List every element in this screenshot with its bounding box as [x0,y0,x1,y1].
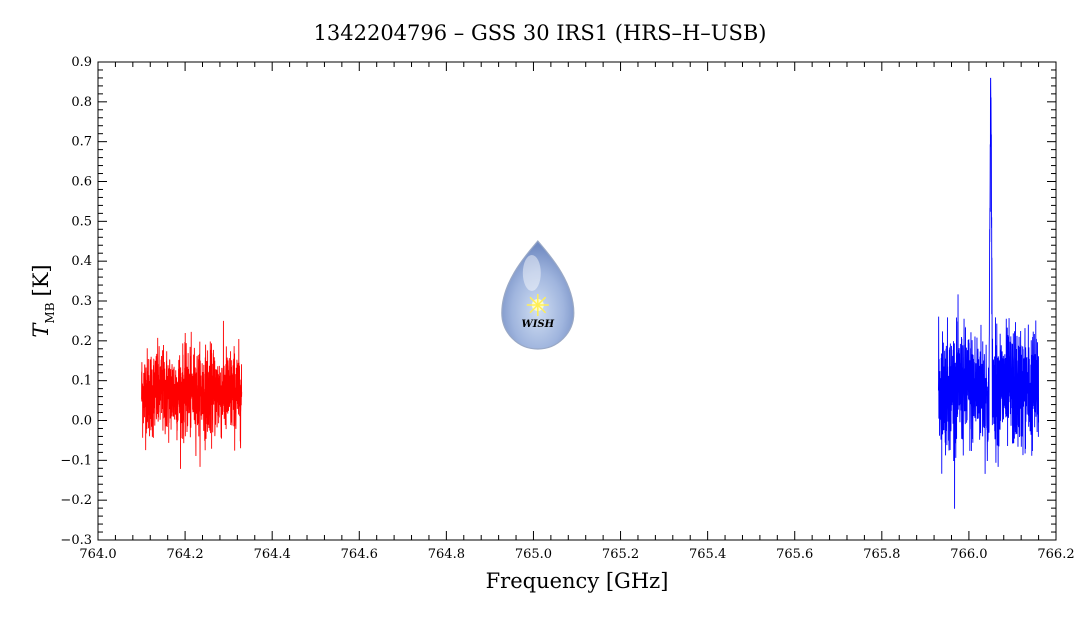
y-tick-label: −0.2 [60,493,92,508]
y-axis-label-main: T [29,322,53,338]
series-1-line [141,320,243,469]
y-tick-label: 0.9 [71,55,92,70]
series-2-line [937,77,1040,509]
y-axis-label: TMB [K] [29,264,57,337]
x-tick-label: 766.2 [1037,547,1074,562]
y-axis-label-sub: MB [43,302,57,323]
y-tick-label: 0.7 [71,135,92,150]
chart-title: 1342204796 – GSS 30 IRS1 (HRS–H–USB) [314,21,767,45]
x-axis-label: Frequency [GHz] [486,569,669,593]
x-tick-label: 766.0 [950,547,987,562]
x-tick-label: 765.8 [863,547,900,562]
y-tick-label: 0.0 [71,414,92,429]
x-tick-label: 764.4 [254,547,291,562]
x-tick-label: 765.0 [515,547,552,562]
x-tick-label: 765.2 [602,547,639,562]
x-tick-label: 764.6 [341,547,378,562]
x-tick-label: 765.4 [689,547,726,562]
y-axis-label-unit: [K] [29,264,53,296]
axis-ticks: 764.0 764.2 764.4 764.6 764.8 765.0 765.2 765.4… [60,55,1074,562]
wish-logo-text: WISH [522,319,555,330]
y-tick-label: 0.2 [71,334,92,349]
y-tick-label: 0.1 [71,374,92,389]
x-tick-label: 764.2 [166,547,203,562]
x-tick-label: 764.8 [428,547,465,562]
svg-text:TMB[K]: TMB [K] [29,264,57,337]
y-tick-label: 0.6 [71,175,92,190]
y-tick-label: 0.8 [71,95,92,110]
y-tick-label: 0.4 [71,254,92,269]
y-tick-label: −0.3 [60,533,92,548]
wish-logo: WISH [501,240,575,350]
x-tick-label: 765.6 [776,547,813,562]
y-tick-label: 0.5 [71,214,92,229]
wish-drop-highlight [522,255,541,291]
wish-star-icon [526,294,549,316]
x-tick-label: 764.0 [79,547,116,562]
y-tick-label: −0.1 [60,453,92,468]
series-layer [141,77,1040,509]
y-tick-label: 0.3 [71,294,92,309]
plot-frame [97,61,1057,541]
